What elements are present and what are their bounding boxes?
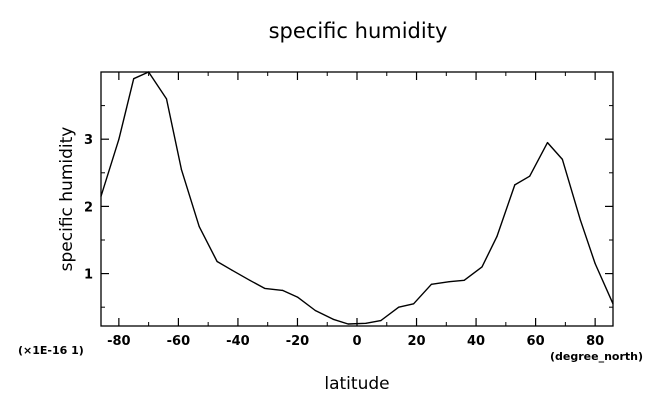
x-tick-label: -80 — [107, 334, 131, 349]
data-point — [133, 78, 135, 80]
x-tick-label: -40 — [226, 334, 250, 349]
data-point — [546, 141, 549, 144]
data-point — [198, 225, 200, 228]
data-point — [296, 296, 299, 298]
data-point — [249, 279, 251, 281]
data-point — [264, 287, 266, 289]
data-point — [165, 98, 168, 100]
x-tick-label: 20 — [407, 334, 425, 349]
y-scale-note: (×1E-16 1) — [18, 344, 84, 357]
data-point — [612, 303, 614, 305]
series-line — [100, 71, 614, 325]
data-point — [514, 184, 516, 186]
x-tick-label: -60 — [167, 334, 191, 349]
data-point — [412, 303, 415, 305]
y-axis-label: specific humidity — [57, 127, 77, 272]
y-tick-label: 2 — [84, 200, 93, 215]
data-point — [281, 289, 284, 291]
x-axis-unit: (degree_north) — [550, 350, 643, 363]
y-axis-ticks: 1 2 3 — [84, 105, 613, 308]
data-point — [118, 138, 120, 140]
data-point — [365, 322, 367, 324]
x-tick-label: 40 — [467, 334, 485, 349]
data-point — [398, 306, 400, 308]
data-point — [594, 262, 596, 265]
data-point — [463, 279, 465, 281]
chart-title: specific humidity — [269, 19, 448, 43]
y-tick-label: 1 — [84, 268, 93, 283]
x-axis-ticks: -80 -60 -40 -20 0 20 40 60 80 — [107, 72, 604, 349]
data-point — [561, 158, 563, 160]
data-point — [481, 266, 483, 268]
y-tick-label: 3 — [84, 133, 93, 148]
data-point — [496, 236, 498, 238]
data-point — [148, 71, 150, 73]
x-tick-label: 60 — [527, 334, 545, 349]
data-point — [216, 260, 218, 263]
data-point — [529, 175, 531, 177]
data-point — [579, 219, 581, 221]
data-point — [430, 283, 433, 285]
x-tick-label: 80 — [586, 334, 604, 349]
x-axis-label: latitude — [324, 374, 389, 394]
data-point — [448, 281, 450, 283]
data-point — [100, 195, 102, 197]
x-tick-label: -20 — [286, 334, 310, 349]
data-point — [314, 309, 316, 312]
data-point — [347, 323, 349, 325]
series-layer — [100, 71, 614, 325]
plot-frame — [100, 71, 614, 327]
data-point — [332, 318, 334, 320]
data-point — [380, 320, 382, 322]
data-point — [180, 168, 182, 171]
x-tick-label: 0 — [352, 334, 361, 349]
data-point — [231, 269, 233, 271]
